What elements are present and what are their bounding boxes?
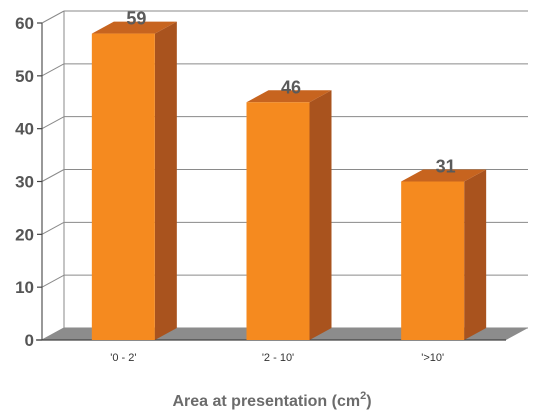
- y-tick-label: 60: [15, 14, 34, 33]
- data-labels: 59 46 31: [126, 9, 455, 177]
- y-axis-ticks: 0 10 20 30 40 50 60: [15, 14, 42, 350]
- data-label: 46: [281, 77, 301, 97]
- bar-top: [401, 169, 487, 182]
- bar-front: [401, 181, 465, 340]
- gridline-side: [41, 221, 65, 235]
- x-tick-label: '>10': [421, 352, 444, 364]
- data-label: 59: [126, 9, 146, 29]
- y-tick-label: 40: [15, 120, 34, 139]
- gridline-side: [41, 274, 65, 288]
- bar-top: [246, 90, 332, 103]
- x-axis-ticks: '0 - 2' '2 - 10' '>10': [110, 352, 444, 364]
- x-tick-label: '0 - 2': [110, 352, 136, 364]
- y-tick-label: 50: [15, 67, 34, 86]
- bar-side: [309, 90, 332, 340]
- bar: [91, 21, 177, 341]
- y-tick-label: 10: [15, 278, 34, 297]
- bar-top: [91, 21, 177, 34]
- gridline-side: [41, 10, 65, 24]
- bar-front: [246, 102, 310, 340]
- gridline-side: [41, 169, 65, 182]
- bars: [91, 21, 487, 341]
- data-label: 31: [436, 157, 456, 177]
- y-tick-label: 0: [25, 331, 34, 350]
- x-axis-title: Area at presentation (cm2): [172, 390, 371, 410]
- bar-side: [464, 169, 487, 340]
- y-tick-label: 30: [15, 173, 34, 192]
- bar: [246, 90, 332, 340]
- gridline-side: [41, 116, 65, 130]
- gridline-side: [41, 63, 65, 77]
- bar-front: [91, 33, 155, 341]
- y-tick-label: 20: [15, 225, 34, 244]
- bar-side: [154, 21, 177, 340]
- bar: [401, 169, 487, 340]
- x-tick-label: '2 - 10': [262, 352, 294, 364]
